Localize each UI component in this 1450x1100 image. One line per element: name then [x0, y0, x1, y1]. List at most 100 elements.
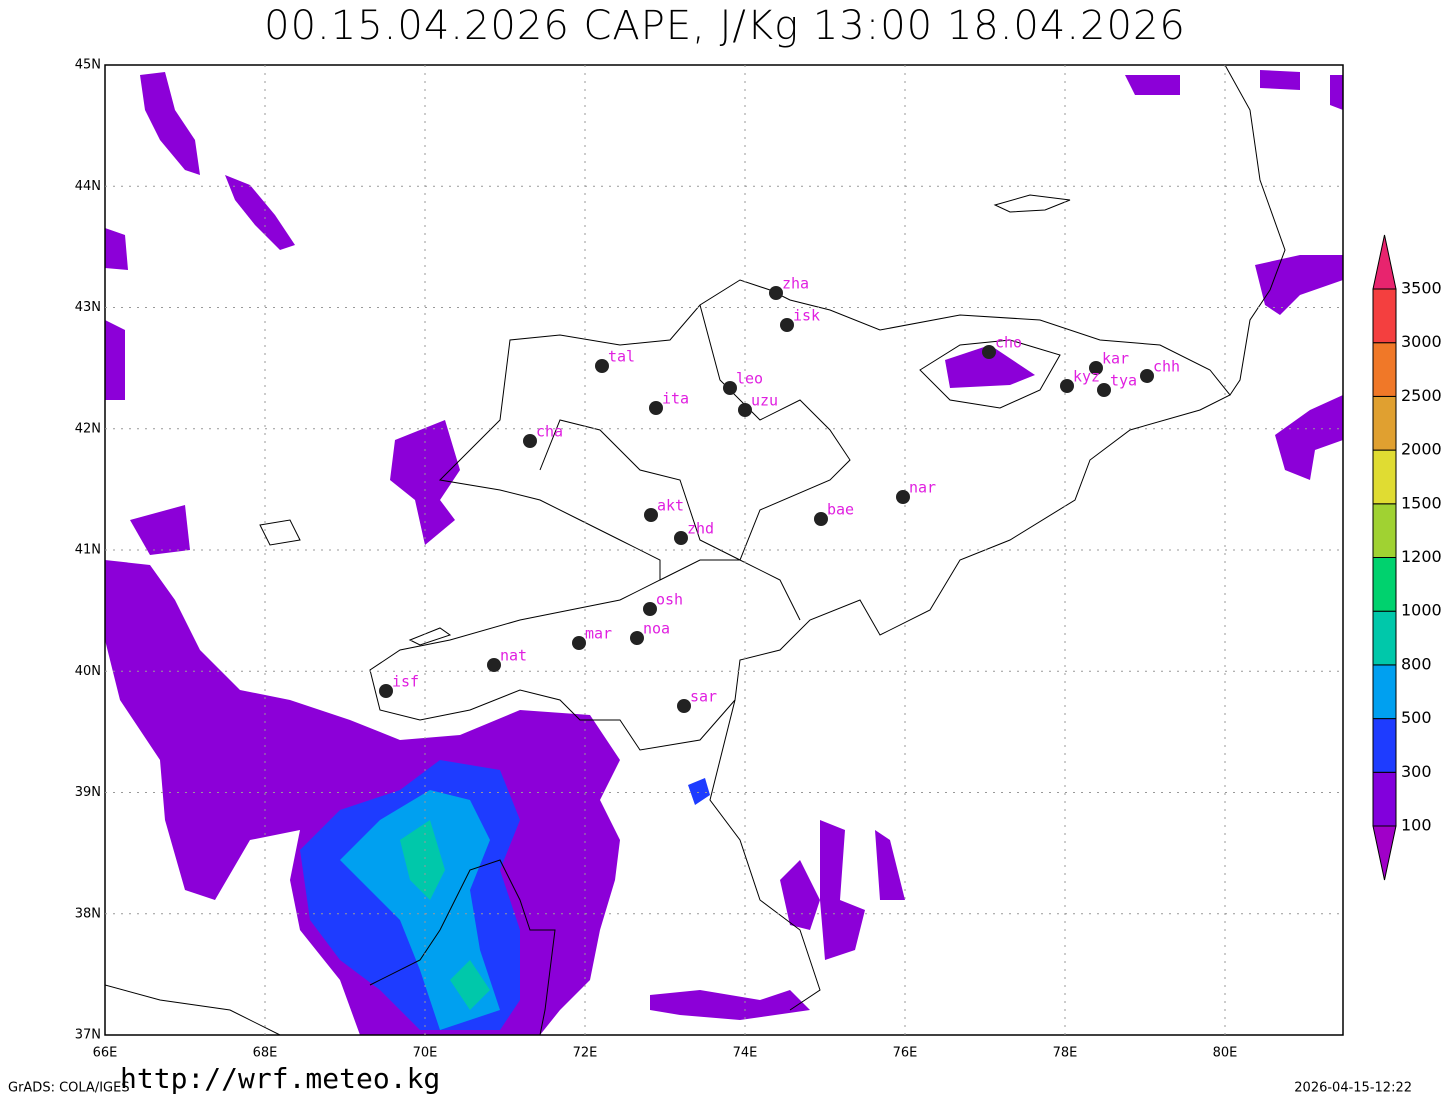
title: 00.15.04.2026 CAPE, J/Kg 13:00 18.04.202… [264, 3, 1186, 49]
lake-outline [259, 194, 1071, 646]
cape-area [140, 72, 200, 175]
lon-label: 80E [1213, 1046, 1238, 1061]
lon-label: 74E [733, 1046, 758, 1061]
colorbar-label: 300 [1401, 762, 1432, 781]
colorbar-segment [1372, 288, 1397, 344]
station-marker [780, 318, 794, 332]
lat-label: 40N [75, 664, 101, 679]
cape-area [1125, 70, 1343, 110]
station-label: mar [585, 625, 612, 643]
station-marker [572, 636, 586, 650]
station-label: chh [1153, 358, 1180, 376]
colorbar-segment [1372, 718, 1397, 773]
station-marker [982, 345, 996, 359]
station-label: uzu [751, 392, 778, 410]
station-marker [487, 658, 501, 672]
station-label: tya [1110, 372, 1137, 390]
station-marker [1060, 379, 1074, 393]
colorbar-segment [1372, 342, 1397, 397]
lon-label: 72E [573, 1046, 598, 1061]
station-label: leo [736, 370, 763, 388]
cape-area [1275, 395, 1343, 480]
station-marker [814, 512, 828, 526]
cape-area [130, 505, 190, 555]
station-marker [643, 602, 657, 616]
country-border [105, 984, 281, 1035]
colorbar-label: 2500 [1401, 386, 1442, 405]
station-label: ita [662, 390, 689, 408]
station-label: bae [827, 501, 854, 519]
colorbar-label: 500 [1401, 708, 1432, 727]
station-label: nar [909, 479, 936, 497]
colorbar-label: 800 [1401, 654, 1432, 673]
station-label: cha [536, 423, 563, 441]
country-border [369, 279, 1231, 751]
axes: 66E 68E 70E 72E 74E 76E 78E 80E 45N 44N 43N 42N 41N 4… [75, 58, 1343, 1061]
station-label: sar [690, 688, 717, 706]
lat-label: 42N [75, 421, 101, 436]
colorbar-arrow [1372, 234, 1397, 290]
station-marker [738, 403, 752, 417]
lat-label: 45N [75, 58, 101, 73]
station-marker [677, 699, 691, 713]
station-label: kar [1102, 350, 1129, 368]
station-marker [1089, 361, 1103, 375]
station-marker [1140, 369, 1154, 383]
borders [105, 65, 1286, 1035]
colorbar-segment [1372, 771, 1397, 827]
colorbar-label: 3000 [1401, 332, 1442, 351]
timestamp: 2026-04-15-12:22 [1294, 1081, 1412, 1096]
station-label: isk [793, 307, 820, 325]
station-marker [595, 359, 609, 373]
station-marker [644, 508, 658, 522]
colorbar-segment [1372, 449, 1397, 505]
region-border [539, 304, 851, 621]
station-label: akt [657, 497, 684, 515]
station-label: cho [995, 334, 1022, 352]
station-marker [523, 434, 537, 448]
colorbar-label: 1500 [1401, 493, 1442, 512]
cape-area [1255, 255, 1343, 315]
lat-label: 39N [75, 785, 101, 800]
station-label: kyz [1073, 368, 1100, 386]
cape-area [650, 990, 810, 1020]
cape-area [105, 228, 128, 400]
station-marker [379, 684, 393, 698]
station-label: noa [643, 620, 670, 638]
cape-area [688, 778, 710, 805]
colorbar-label: 1200 [1401, 547, 1442, 566]
colorbar-label: 100 [1401, 816, 1432, 835]
station-marker [769, 286, 783, 300]
station-marker [1097, 383, 1111, 397]
lat-label: 38N [75, 906, 101, 921]
lon-label: 70E [413, 1046, 438, 1061]
source-url: http://wrf.meteo.kg [120, 1062, 440, 1095]
colorbar-arrow [1372, 825, 1397, 881]
colorbar-label: 2000 [1401, 440, 1442, 459]
cape-area [400, 820, 490, 1010]
country-border [1224, 65, 1286, 396]
cape-area [780, 820, 905, 960]
station-label: nat [500, 647, 527, 665]
station-label: zhd [687, 520, 714, 538]
software-credit: GrADS: COLA/IGES [8, 1081, 130, 1096]
lat-label: 37N [75, 1028, 101, 1043]
lon-label: 76E [893, 1046, 918, 1061]
station-marker [630, 631, 644, 645]
lat-label: 41N [75, 543, 101, 558]
colorbar-segment [1372, 664, 1397, 720]
colorbar-segment [1372, 610, 1397, 666]
station-marker [723, 381, 737, 395]
colorbar-segment [1372, 395, 1397, 451]
country-border [709, 699, 821, 1011]
colorbar: 100 300 500 800 1000 1200 1500 2000 2500 3000 3500 [1372, 234, 1442, 881]
colorbar-segment [1372, 503, 1397, 558]
lat-label: 43N [75, 300, 101, 315]
colorbar-segment [1372, 557, 1397, 612]
lon-label: 68E [253, 1046, 278, 1061]
lake-outline [919, 339, 1061, 409]
colorbar-label: 3500 [1401, 279, 1442, 298]
station-label: isf [392, 673, 419, 691]
